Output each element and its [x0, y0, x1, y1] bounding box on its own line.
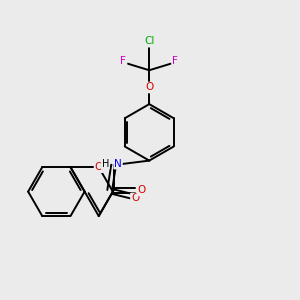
- Text: F: F: [121, 56, 126, 66]
- Text: H: H: [102, 159, 109, 169]
- Text: O: O: [145, 82, 153, 92]
- Text: O: O: [131, 194, 139, 203]
- Text: O: O: [94, 162, 103, 172]
- Text: O: O: [137, 185, 146, 195]
- Text: F: F: [172, 56, 178, 66]
- Text: Cl: Cl: [144, 36, 154, 46]
- Text: N: N: [114, 159, 122, 169]
